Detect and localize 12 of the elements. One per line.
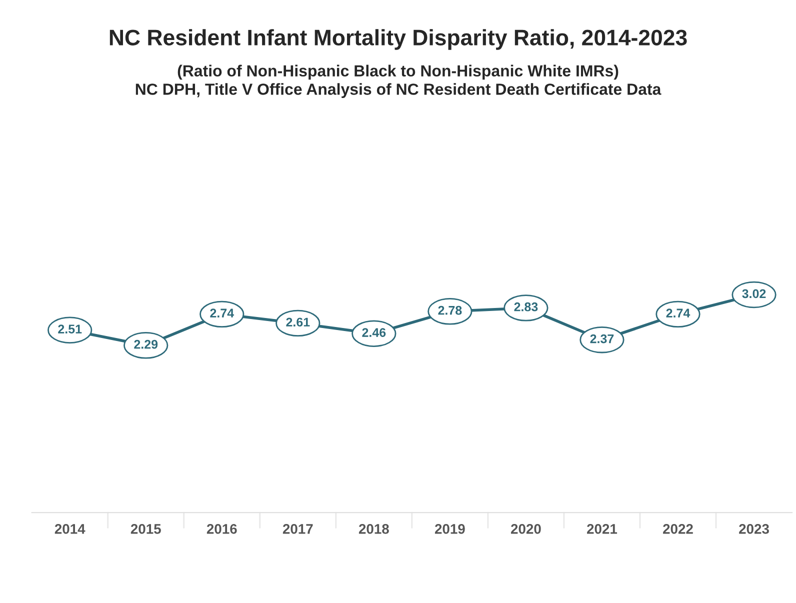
x-tick-label: 2019 xyxy=(434,524,465,534)
x-tick-label: 2020 xyxy=(510,524,541,534)
chart-subtitle: (Ratio of Non-Hispanic Black to Non-Hispanic White IMRs) NC DPH, Title V Office Analysis of NC Resident Death Certificate Data xyxy=(136,64,662,98)
x-tick-label: 2016 xyxy=(206,524,237,534)
x-tick-label: 2017 xyxy=(282,524,313,534)
x-tick-label: 2015 xyxy=(130,524,161,534)
x-tick-label: 2021 xyxy=(587,524,618,534)
x-tick-label: 2022 xyxy=(663,524,693,534)
x-tick-label: 2018 xyxy=(358,524,389,534)
chart-title: NC Resident Infant Mortality Disparity Ratio, 2014-2023 xyxy=(110,29,687,50)
x-tick-label: 2014 xyxy=(54,524,86,534)
x-tick-label: 2023 xyxy=(739,524,769,534)
